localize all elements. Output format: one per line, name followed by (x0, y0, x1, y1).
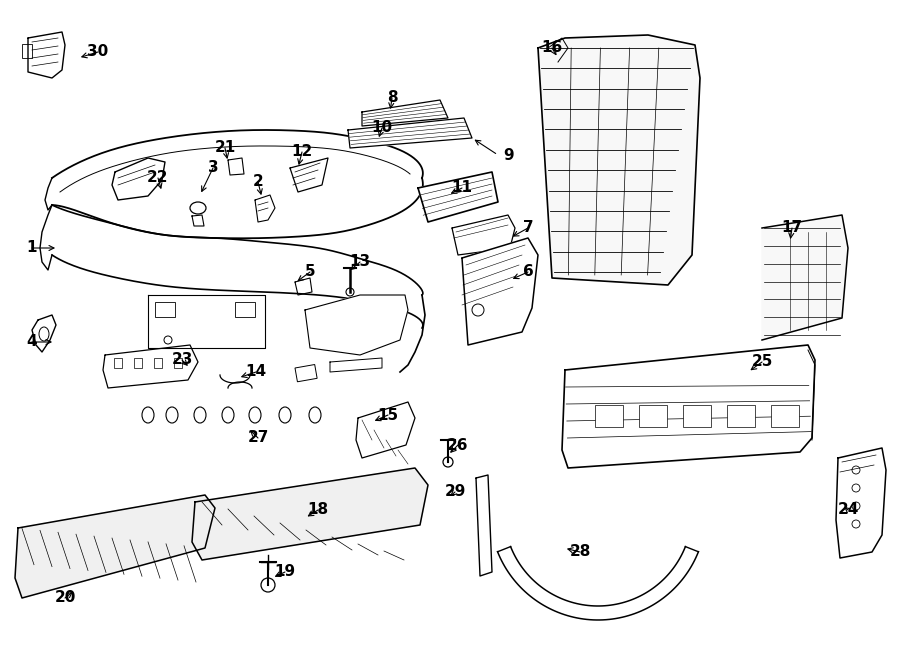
Polygon shape (836, 448, 886, 558)
Polygon shape (290, 158, 328, 192)
Text: 26: 26 (447, 438, 469, 453)
Polygon shape (362, 100, 448, 126)
Bar (235, 302, 255, 317)
Bar (134, 358, 142, 368)
Polygon shape (462, 238, 538, 345)
Bar (295, 364, 317, 382)
Polygon shape (192, 468, 428, 560)
Circle shape (852, 502, 860, 510)
Polygon shape (538, 35, 700, 285)
Text: 24: 24 (837, 502, 859, 518)
Text: 14: 14 (246, 364, 266, 379)
Text: 13: 13 (349, 254, 371, 270)
Polygon shape (348, 118, 472, 148)
Text: 10: 10 (372, 120, 392, 136)
Polygon shape (762, 215, 848, 340)
Polygon shape (476, 475, 492, 576)
Bar (727, 405, 755, 427)
Text: 9: 9 (503, 147, 514, 163)
Text: 8: 8 (387, 91, 397, 106)
Bar (114, 358, 122, 368)
Polygon shape (418, 172, 498, 222)
Polygon shape (15, 495, 215, 598)
Text: 16: 16 (542, 40, 562, 56)
Polygon shape (356, 402, 415, 458)
Text: 27: 27 (248, 430, 269, 446)
Text: 6: 6 (523, 264, 534, 280)
Text: 22: 22 (148, 171, 169, 186)
Text: 17: 17 (781, 221, 803, 235)
Polygon shape (462, 238, 538, 345)
Text: 4: 4 (27, 334, 37, 350)
Text: 18: 18 (308, 502, 328, 518)
Bar (174, 358, 182, 368)
Text: 20: 20 (54, 590, 76, 605)
Text: 11: 11 (452, 180, 472, 196)
Text: 1: 1 (27, 241, 37, 256)
Text: 28: 28 (570, 545, 590, 559)
Text: 29: 29 (445, 485, 465, 500)
Polygon shape (305, 295, 408, 355)
Text: 30: 30 (87, 44, 109, 59)
Text: 25: 25 (752, 354, 773, 369)
Circle shape (852, 520, 860, 528)
Bar (771, 405, 799, 427)
Bar (639, 405, 667, 427)
Polygon shape (562, 345, 815, 468)
Circle shape (472, 304, 484, 316)
Text: 21: 21 (214, 141, 236, 155)
Text: 2: 2 (253, 175, 264, 190)
Circle shape (852, 466, 860, 474)
Text: 3: 3 (208, 161, 219, 176)
Bar (154, 358, 162, 368)
Text: 5: 5 (305, 264, 315, 280)
Bar (22, 44, 32, 58)
Circle shape (852, 484, 860, 492)
Bar (683, 405, 711, 427)
Text: 12: 12 (292, 145, 312, 159)
Bar (595, 405, 623, 427)
Bar (155, 302, 175, 317)
Polygon shape (290, 158, 328, 192)
Text: 15: 15 (377, 407, 399, 422)
Text: 23: 23 (171, 352, 193, 368)
Text: 19: 19 (274, 564, 295, 580)
Text: 7: 7 (523, 221, 534, 235)
Polygon shape (498, 547, 698, 620)
